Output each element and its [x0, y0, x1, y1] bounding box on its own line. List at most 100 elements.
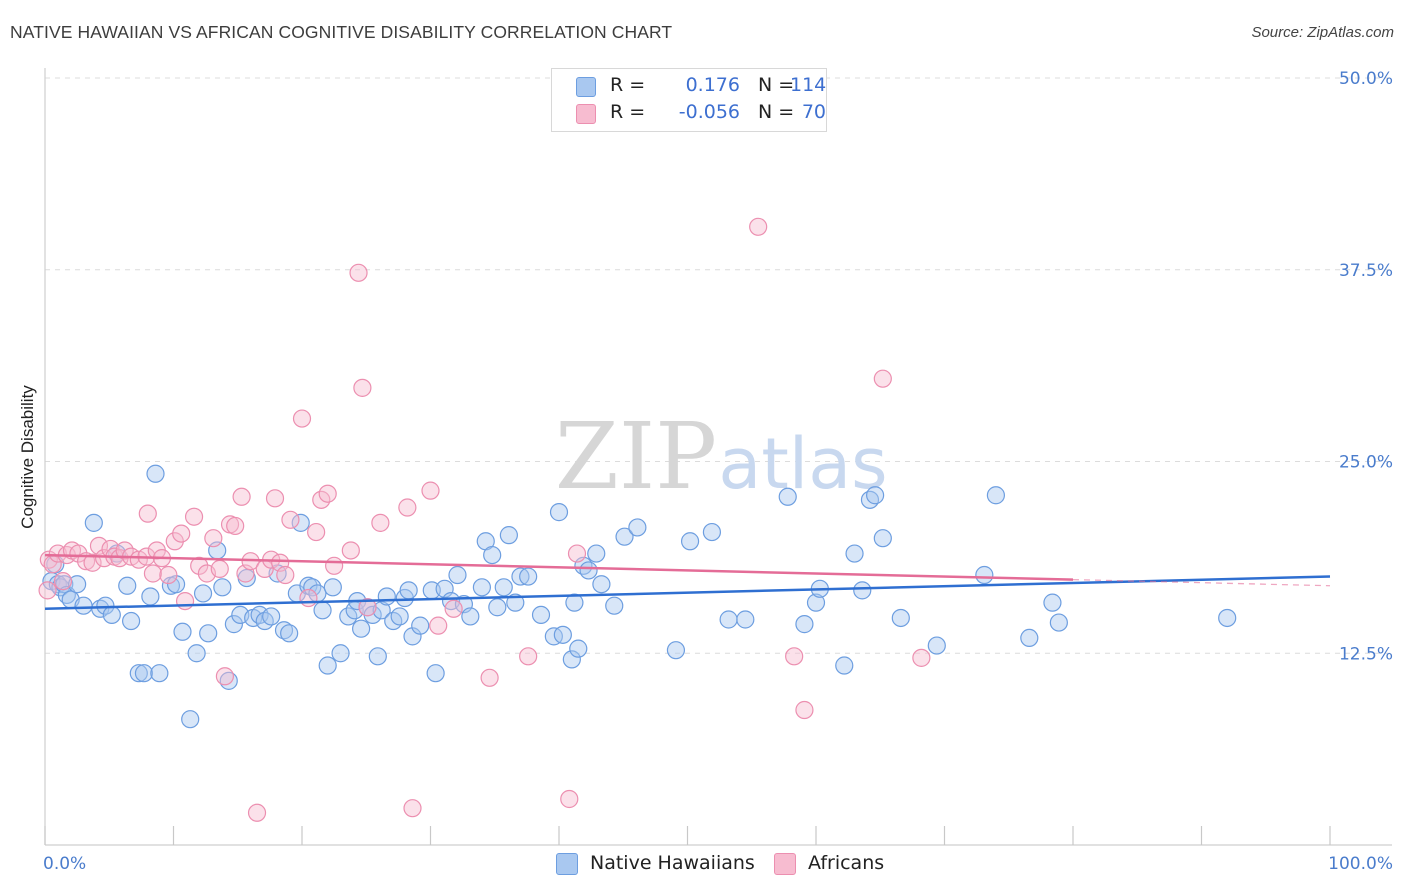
point-native-hawaiians	[986, 486, 1006, 505]
point-africans	[276, 565, 295, 585]
gridlines	[45, 77, 1392, 654]
y-tick-label: 50.0%	[1339, 69, 1393, 89]
point-native-hawaiians	[488, 598, 507, 617]
point-africans	[318, 484, 337, 503]
point-africans	[341, 541, 360, 560]
point-native-hawaiians	[519, 567, 538, 586]
point-native-hawaiians	[274, 621, 294, 640]
correlation-legend: R = 0.176 N = 114 R = -0.056 N = 70	[551, 68, 827, 132]
point-native-hawaiians	[134, 664, 154, 683]
point-africans	[83, 553, 102, 572]
point-native-hawaiians	[193, 584, 213, 603]
point-native-hawaiians	[411, 616, 430, 635]
legend-swatch-pink	[774, 853, 796, 875]
point-native-hawaiians	[483, 545, 502, 565]
point-native-hawaiians	[506, 593, 525, 612]
point-native-hawaiians	[146, 464, 165, 483]
point-native-hawaiians	[680, 532, 700, 551]
point-native-hawaiians	[666, 641, 686, 660]
point-native-hawaiians	[736, 610, 755, 629]
point-native-hawaiians	[569, 639, 588, 658]
trend-lines	[44, 553, 1331, 611]
point-africans	[226, 516, 245, 536]
point-native-hawaiians	[873, 529, 892, 548]
point-native-hawaiians	[927, 636, 946, 655]
point-africans	[519, 647, 538, 666]
point-native-hawaiians	[531, 605, 551, 625]
point-native-hawaiians	[384, 611, 403, 631]
point-africans	[349, 263, 368, 282]
point-native-hawaiians	[1049, 613, 1068, 632]
point-native-hawaiians	[472, 578, 491, 597]
trend-line-africans	[44, 553, 1074, 581]
point-native-hawaiians	[975, 565, 994, 585]
series-native-hawaiians	[42, 464, 1237, 729]
legend-r-value: 0.176	[685, 74, 740, 96]
legend-swatch-blue	[576, 77, 596, 97]
y-tick-label: 25.0%	[1339, 453, 1393, 473]
point-africans	[429, 616, 448, 635]
point-africans	[785, 647, 804, 666]
legend-swatch-pink	[576, 104, 596, 124]
point-africans	[398, 498, 417, 517]
point-africans	[281, 510, 300, 529]
point-africans	[560, 789, 579, 809]
point-native-hawaiians	[213, 578, 232, 597]
point-africans	[172, 524, 191, 543]
point-native-hawaiians	[1043, 593, 1062, 612]
point-africans	[912, 648, 931, 667]
point-native-hawaiians	[549, 503, 569, 522]
x-tick-label: 0.0%	[43, 854, 86, 874]
x-tick-label: 100.0%	[1328, 854, 1393, 874]
point-native-hawaiians	[352, 619, 371, 638]
point-native-hawaiians	[426, 664, 445, 683]
point-africans	[480, 668, 499, 687]
point-africans	[795, 700, 814, 720]
point-native-hawaiians	[544, 627, 563, 646]
point-africans	[53, 572, 73, 591]
chart-title: NATIVE HAWAIIAN VS AFRICAN COGNITIVE DIS…	[10, 22, 673, 42]
point-africans	[143, 564, 163, 583]
legend-r-value: -0.056	[678, 101, 740, 123]
point-africans	[215, 667, 234, 686]
point-africans	[307, 522, 326, 542]
point-native-hawaiians	[511, 567, 530, 586]
point-native-hawaiians	[553, 625, 572, 644]
trend-line-native-hawaiians	[44, 575, 1331, 611]
legend-n-label: N =	[758, 101, 795, 123]
point-africans	[38, 581, 57, 600]
point-africans	[265, 489, 285, 508]
point-africans	[190, 556, 209, 575]
legend-n-value: 70	[801, 101, 826, 123]
point-africans	[421, 481, 440, 500]
point-africans	[353, 378, 372, 397]
point-native-hawaiians	[866, 486, 885, 505]
point-africans	[873, 369, 892, 388]
point-native-hawaiians	[494, 578, 513, 597]
point-africans	[749, 217, 768, 236]
point-africans	[184, 507, 204, 526]
point-africans	[210, 559, 229, 578]
tick-labels: 12.5% 25.0% 37.5% 50.0% 0.0% 100.0%	[43, 69, 1393, 874]
trend-line-africans-extension	[1072, 578, 1331, 587]
point-africans	[159, 565, 178, 585]
legend-swatch-blue	[556, 853, 578, 875]
point-africans	[204, 529, 223, 548]
point-native-hawaiians	[96, 596, 115, 615]
point-native-hawaiians	[845, 544, 864, 563]
point-africans	[371, 513, 390, 532]
point-africans	[325, 556, 344, 575]
point-native-hawaiians	[461, 607, 480, 626]
point-native-hawaiians	[628, 518, 647, 537]
point-native-hawaiians	[719, 610, 738, 629]
y-tick-label: 12.5%	[1339, 644, 1393, 664]
point-native-hawaiians	[587, 544, 606, 563]
point-native-hawaiians	[1020, 628, 1039, 648]
legend-n-value: 114	[790, 74, 827, 96]
point-native-hawaiians	[368, 647, 387, 666]
axes	[44, 68, 1392, 846]
watermark: ZIP atlas	[555, 403, 888, 510]
point-native-hawaiians	[141, 587, 160, 606]
source-label: Source: ZipAtlas.com	[1251, 24, 1394, 41]
